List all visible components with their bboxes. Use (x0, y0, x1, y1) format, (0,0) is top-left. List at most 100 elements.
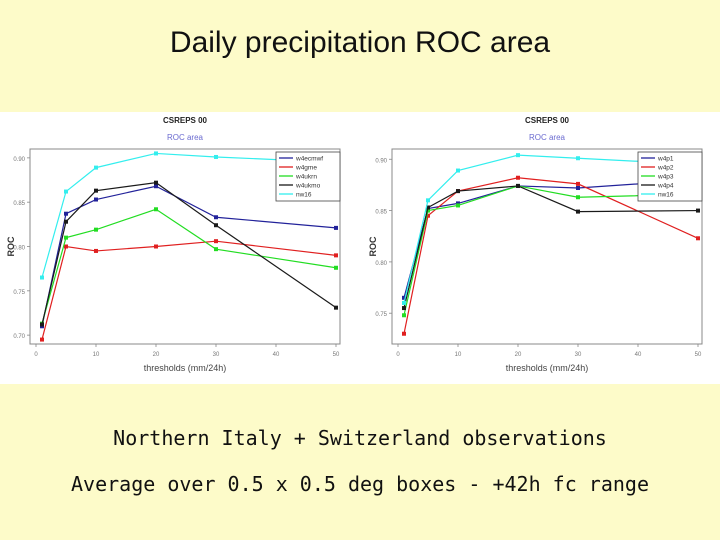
data-point-w4ukrn (334, 265, 338, 270)
data-point-w4gme (214, 239, 218, 244)
x-tick-label: 20 (153, 352, 160, 358)
x-tick-label: 50 (695, 352, 702, 358)
data-point-w4p4 (696, 208, 700, 213)
legend-label: w4ecmwf (295, 156, 323, 163)
legend-label: w4ukrn (295, 174, 317, 181)
data-point-w4p3 (456, 203, 460, 208)
roc-chart-left: CSREPS 00 ROC area 0.70 0.75 0.80 0.85 0.90 0 10… (6, 116, 341, 373)
data-point-w4p4 (426, 205, 430, 210)
series-line-nw16 (403, 154, 699, 304)
legend-label: w4p3 (657, 174, 674, 181)
y-tick-label: 0.70 (13, 334, 25, 340)
data-point-w4ukrn (214, 247, 218, 252)
x-axis-label: thresholds (mm/24h) (506, 363, 589, 373)
data-point-nw16 (94, 165, 98, 170)
series-line-w4p4 (403, 185, 699, 309)
data-point-nw16 (402, 300, 406, 305)
data-point-nw16 (64, 189, 68, 194)
slide-title: Daily precipitation ROC area (169, 26, 551, 59)
y-tick-label: 0.90 (375, 158, 387, 164)
legend-label: nw16 (658, 192, 674, 199)
data-point-w4ukmo (214, 223, 218, 228)
data-point-w4p1 (402, 295, 406, 300)
data-point-w4ukrn (94, 227, 98, 232)
legend-label: nw16 (296, 192, 312, 199)
series-line-w4p3 (403, 185, 699, 316)
data-point-w4gme (94, 248, 98, 253)
data-point-w4gme (40, 337, 44, 342)
data-point-w4p4 (402, 306, 406, 311)
data-point-w4ukmo (40, 322, 44, 327)
data-point-nw16 (426, 198, 430, 203)
y-tick-label: 0.85 (375, 210, 387, 216)
data-point-w4ecmwf (334, 225, 338, 230)
chart-subtitle: ROC area (529, 133, 566, 142)
roc-chart-right: CSREPS 00 ROC area 0.75 0.80 0.85 0.90 0 10 20 30… (368, 116, 703, 373)
data-point-nw16 (576, 156, 580, 161)
data-point-w4ukrn (64, 235, 68, 240)
data-point-w4ukmo (334, 305, 338, 310)
data-point-w4ukrn (154, 207, 158, 212)
data-point-nw16 (456, 168, 460, 173)
plot-frame (391, 148, 703, 345)
x-tick-label: 50 (333, 352, 340, 358)
data-point-w4gme (334, 253, 338, 258)
x-tick-label: 30 (575, 352, 582, 358)
series-line-w4ukrn (41, 208, 337, 324)
caption-observations: Northern Italy + Switzerland observation… (113, 426, 607, 450)
chart-title: CSREPS 00 (525, 116, 570, 125)
data-point-w4ecmwf (94, 197, 98, 202)
legend-label: w4gme (295, 165, 317, 172)
caption-averaging: Average over 0.5 x 0.5 deg boxes - +42h … (71, 472, 649, 496)
x-tick-label: 0 (396, 352, 400, 358)
data-point-nw16 (154, 151, 158, 156)
y-tick-label: 0.75 (13, 290, 25, 296)
y-tick-label: 0.80 (13, 246, 25, 252)
series-line-nw16 (41, 152, 337, 278)
data-point-w4p3 (426, 208, 430, 213)
y-axis-label: ROC (368, 236, 378, 257)
x-tick-label: 0 (34, 352, 38, 358)
data-point-nw16 (40, 275, 44, 280)
data-point-w4ecmwf (154, 184, 158, 189)
y-axis-label: ROC (6, 236, 16, 257)
data-point-w4p2 (576, 181, 580, 186)
chart-title: CSREPS 00 (163, 116, 208, 125)
y-tick-label: 0.85 (13, 201, 25, 207)
data-point-w4ecmwf (64, 211, 68, 216)
charts-panel: CSREPS 00 ROC area 0.70 0.75 0.80 0.85 0.90 0 10… (0, 112, 720, 384)
data-point-w4p1 (576, 186, 580, 190)
series-line-w4p2 (403, 177, 699, 334)
series-line-w4ecmwf (41, 185, 337, 327)
data-point-w4p2 (402, 331, 406, 336)
x-tick-label: 20 (515, 352, 522, 358)
y-tick-label: 0.90 (13, 157, 25, 163)
data-point-w4gme (154, 244, 158, 249)
legend-label: w4p2 (657, 165, 674, 172)
data-point-w4ukmo (64, 219, 68, 224)
x-tick-label: 30 (213, 352, 220, 358)
data-point-w4p2 (516, 175, 520, 180)
data-point-w4ukmo (154, 180, 158, 185)
x-tick-label: 10 (455, 352, 462, 358)
series-line-w4gme (41, 240, 337, 340)
data-point-w4p2 (426, 213, 430, 218)
data-point-w4p4 (576, 209, 580, 214)
series-line-w4ukmo (41, 182, 337, 325)
x-axis-label: thresholds (mm/24h) (144, 363, 227, 373)
data-point-w4p3 (402, 313, 406, 318)
chart-subtitle: ROC area (167, 133, 204, 142)
data-point-w4p2 (696, 236, 700, 241)
data-point-nw16 (516, 153, 520, 158)
legend-label: w4p4 (657, 183, 674, 190)
data-point-w4p1 (456, 201, 460, 206)
legend-label: w4p1 (657, 156, 674, 163)
x-tick-label: 10 (93, 352, 100, 358)
data-point-w4ukmo (94, 188, 98, 193)
data-point-w4gme (64, 244, 68, 249)
data-point-w4p4 (516, 183, 520, 188)
y-tick-label: 0.80 (375, 261, 387, 267)
y-tick-label: 0.75 (375, 312, 387, 318)
x-tick-label: 40 (273, 352, 280, 358)
data-point-w4ecmwf (214, 215, 218, 220)
